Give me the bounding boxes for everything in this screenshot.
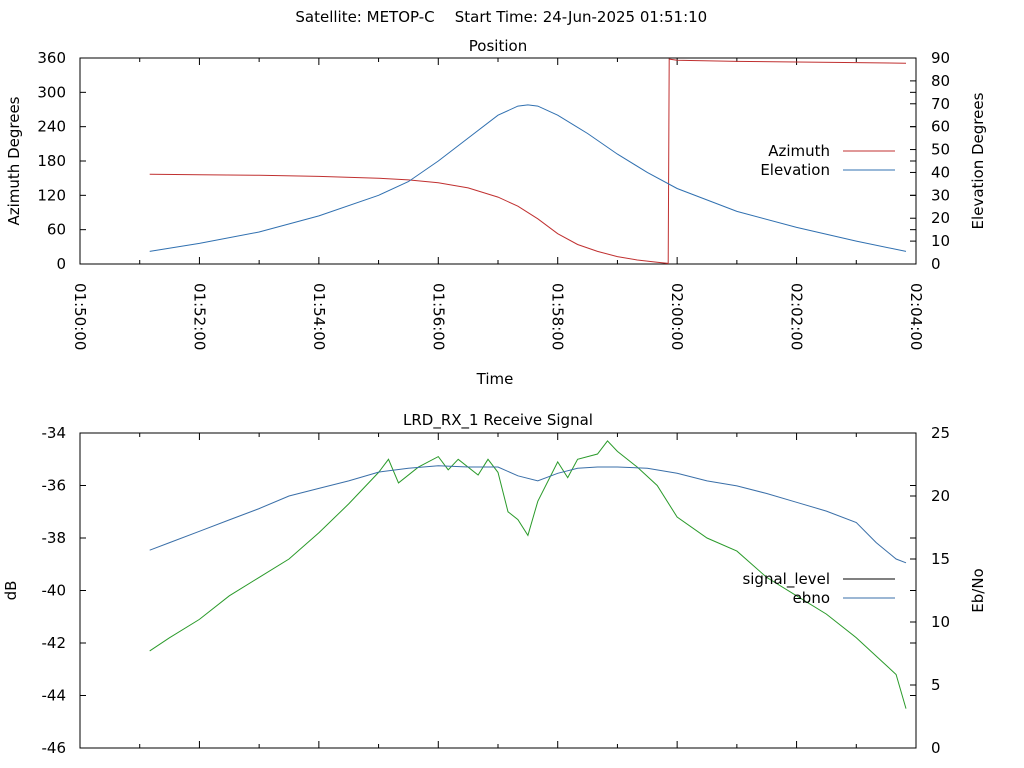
chart-title: LRD_RX_1 Receive Signal xyxy=(403,411,593,430)
x-tick-label: 02:02:00 xyxy=(788,283,806,350)
y2-tick-label: 20 xyxy=(931,487,950,505)
x-tick-label: 01:54:00 xyxy=(310,283,328,350)
y2-tick-label: 90 xyxy=(931,49,950,67)
y2-tick-label: 5 xyxy=(931,676,941,694)
x-tick-label: 01:56:00 xyxy=(429,283,447,350)
series-line-ebno xyxy=(149,465,907,564)
x-axis-label: Time xyxy=(476,370,514,388)
plot-frame xyxy=(79,432,917,749)
y2-tick-label: 25 xyxy=(931,424,950,442)
y-tick-label: 300 xyxy=(37,83,66,101)
start-time-label: Start Time: 24-Jun-2025 01:51:10 xyxy=(455,8,707,26)
y2-tick-label: 70 xyxy=(931,95,950,113)
x-tick-label: 02:04:00 xyxy=(907,283,925,350)
legend-label-ebno: ebno xyxy=(793,589,830,607)
y-tick-label: 0 xyxy=(56,255,66,273)
legend-label-azimuth: Azimuth xyxy=(768,142,830,160)
x-tick-label: 02:00:00 xyxy=(668,283,686,350)
legend-label-signal-level: signal_level xyxy=(742,570,830,589)
y-tick-label: -40 xyxy=(42,582,67,600)
y2-tick-label: 15 xyxy=(931,550,950,568)
y2-tick-label: 80 xyxy=(931,72,950,90)
y-tick-label: 180 xyxy=(37,152,66,170)
y2-axis-label: Eb/No xyxy=(969,568,987,612)
y-tick-label: 240 xyxy=(37,118,66,136)
x-tick-label: 01:58:00 xyxy=(549,283,567,350)
series-line-elevation xyxy=(149,104,907,252)
y2-tick-label: 60 xyxy=(931,118,950,136)
series-line-azimuth xyxy=(149,58,907,264)
y2-tick-label: 10 xyxy=(931,613,950,631)
y2-tick-label: 40 xyxy=(931,163,950,181)
position-chart: Position 0 60 120 180 240 300 360 0 10 20 30 40 50 60 7… xyxy=(5,37,987,388)
series-line-signal-level xyxy=(149,440,907,709)
chart-title: Position xyxy=(469,37,527,55)
legend-label-elevation: Elevation xyxy=(760,161,830,179)
receive-signal-chart: LRD_RX_1 Receive Signal -46 -44 -42 -40 -38 -3… xyxy=(2,411,987,757)
y-axis-label: dB xyxy=(2,581,20,601)
y2-tick-label: 20 xyxy=(931,209,950,227)
y2-tick-label: 30 xyxy=(931,186,950,204)
y2-tick-label: 0 xyxy=(931,255,941,273)
y-tick-label: -34 xyxy=(42,424,67,442)
y2-tick-label: 0 xyxy=(931,739,941,757)
y-tick-label: -42 xyxy=(42,634,67,652)
y-tick-label: -46 xyxy=(42,739,67,757)
satellite-label: Satellite: METOP-C xyxy=(295,8,434,26)
y2-axis-label: Elevation Degrees xyxy=(969,92,987,229)
y-tick-label: 360 xyxy=(37,49,66,67)
y2-tick-label: 50 xyxy=(931,141,950,159)
y-tick-label: -36 xyxy=(42,477,67,495)
y-axis-label: Azimuth Degrees xyxy=(5,96,23,225)
y-tick-label: 60 xyxy=(47,221,66,239)
x-tick-label: 01:52:00 xyxy=(190,283,208,350)
y-tick-label: -38 xyxy=(42,529,67,547)
y-tick-label: 120 xyxy=(37,186,66,204)
y2-tick-label: 10 xyxy=(931,232,950,250)
y-tick-label: -44 xyxy=(42,687,67,705)
x-tick-label: 01:50:00 xyxy=(71,283,89,350)
